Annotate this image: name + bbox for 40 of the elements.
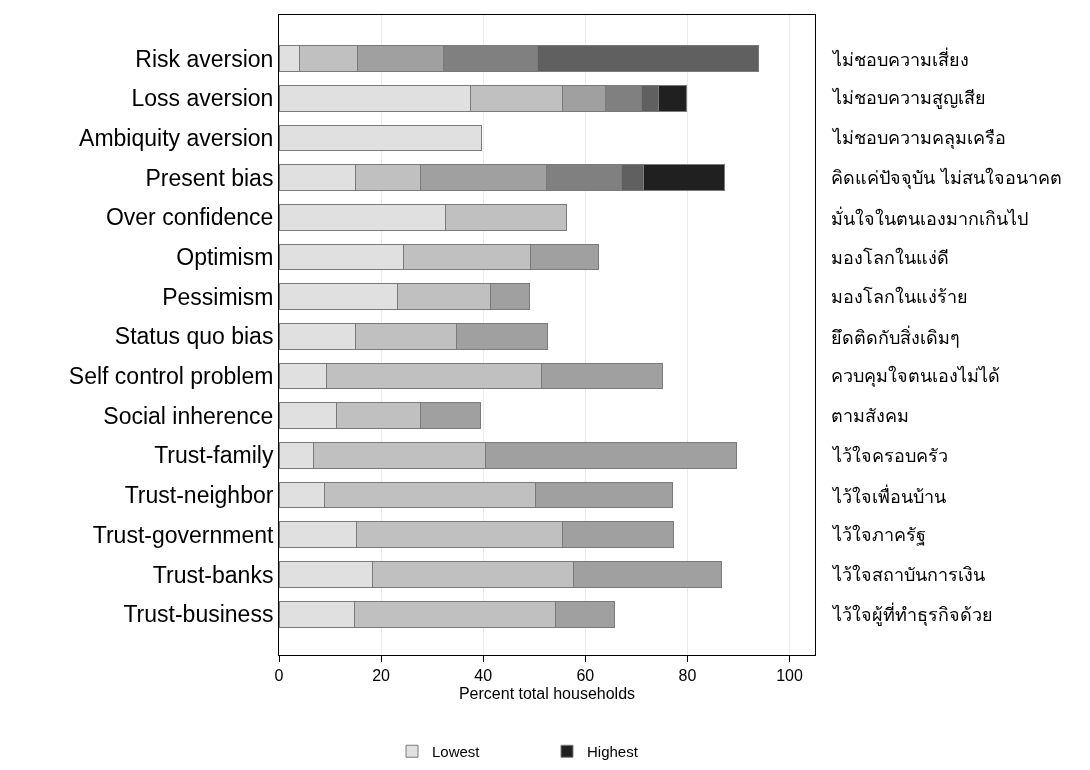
y2-tick-label: ยึดติดกับสิ่งเดิมๆ — [831, 325, 960, 348]
x-tick-label: 80 — [678, 667, 697, 685]
bar — [279, 124, 483, 152]
y2-tick-label: คิดแค่ปัจจุบัน ไม่สนใจอนาคต — [831, 167, 1062, 189]
y2-tick-label: ตามสังคม — [831, 405, 909, 426]
y-tick-label: Ambiquity aversion — [79, 125, 274, 152]
y-tick-label: Present bias — [145, 164, 274, 191]
y2-tick-label: มองโลกในแง่ร้าย — [831, 286, 968, 307]
x-tick-label: 100 — [776, 667, 803, 685]
y2-tick-label: ไม่ชอบความคลุมเครือ — [831, 127, 1006, 149]
y2-tick-label: มั่นใจในตนเองมากเกินไป — [831, 206, 1028, 229]
y2-tick-label: ควบคุมใจตนเองไม่ได้ — [831, 365, 1000, 387]
y-tick-label: Trust-business — [123, 601, 274, 628]
x-tick-label: 20 — [372, 667, 391, 685]
y2-tick-label: ไว้ใจสถาบันการเงิน — [831, 564, 985, 585]
legend-label: Highest — [587, 743, 639, 761]
y2-tick-label: ไว้ใจครอบครัว — [831, 445, 948, 466]
x-tick-label: 0 — [274, 667, 284, 685]
y2-tick-label: ไว้ใจภาครัฐ — [831, 524, 926, 546]
y-tick-label: Trust-family — [154, 442, 274, 469]
y-tick-label: Status quo bias — [114, 323, 274, 350]
y-tick-label: Trust-neighbor — [124, 482, 274, 509]
y-tick-label: Trust-banks — [152, 561, 274, 588]
y-tick-label: Pessimism — [162, 283, 274, 310]
legend-label: Lowest — [432, 743, 481, 761]
y-tick-label: Over confidence — [105, 204, 274, 231]
y-tick-label: Risk aversion — [135, 45, 274, 72]
y-tick-label: Loss aversion — [131, 85, 274, 112]
y-tick-label: Social inherence — [103, 402, 274, 429]
y-tick-label: Self control problem — [68, 363, 274, 390]
y2-tick-label: มองโลกในแง่ดี — [831, 247, 949, 268]
y2-tick-label: ไม่ชอบความสูญเสีย — [831, 87, 986, 109]
y2-tick-label: ไม่ชอบความเสี่ยง — [831, 47, 969, 70]
y-tick-label: Optimism — [176, 244, 274, 271]
y2-tick-label: ไว้ใจเพื่อนบ้าน — [831, 484, 946, 507]
x-axis-title: Percent total households — [458, 684, 636, 702]
x-tick-label: 40 — [474, 667, 493, 685]
x-tick-label: 60 — [576, 667, 595, 685]
y-tick-label: Trust-government — [92, 521, 275, 548]
y2-tick-label: ไว้ใจผู้ที่ทำธุรกิจด้วย — [831, 602, 993, 626]
